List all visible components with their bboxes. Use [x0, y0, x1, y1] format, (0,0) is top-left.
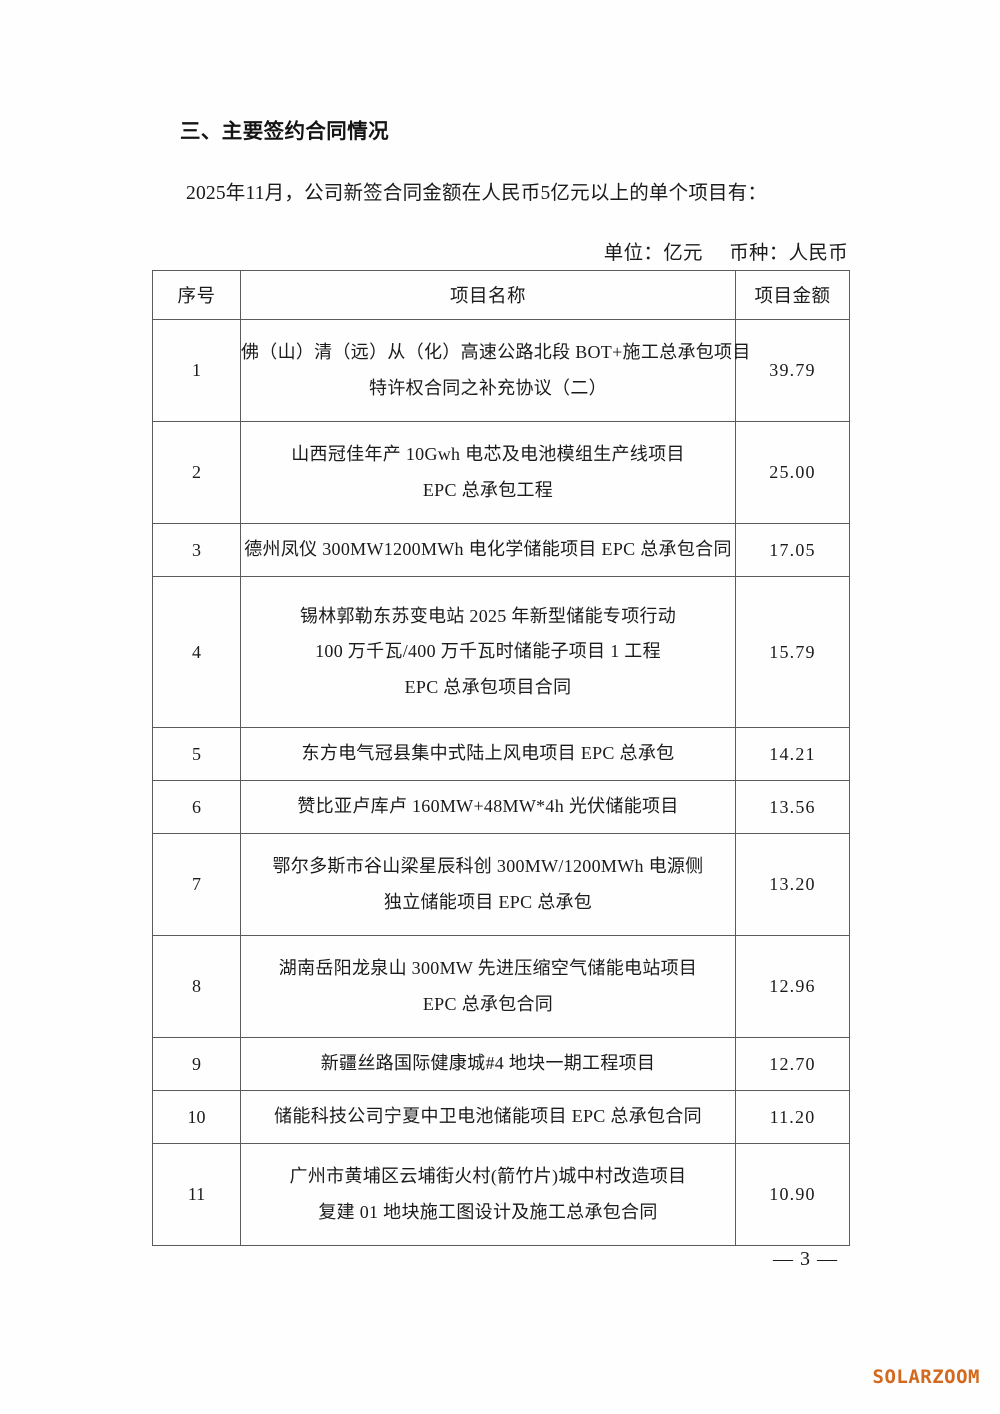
project-name-cell: 储能科技公司宁夏中卫电池储能项目 EPC 总承包合同: [240, 1090, 736, 1144]
table-row: 1 佛（山）清（远）从（化）高速公路北段 BOT+施工总承包项目特许权合同之补充协…: [152, 319, 850, 422]
project-amount-cell: 13.20: [735, 833, 850, 936]
table-row: 3 德州凤仪 300MW1200MWh 电化学储能项目 EPC 总承包合同 17.0…: [152, 523, 850, 577]
column-header-no: 序号: [152, 270, 241, 320]
project-name-line: EPC 总承包项目合同: [404, 676, 572, 697]
project-name-line: 佛（山）清（远）从（化）高速公路北段 BOT+施工总承包项目: [241, 342, 751, 363]
project-amount-cell: 14.21: [735, 727, 850, 781]
project-name-line: 东方电气冠县集中式陆上风电项目 EPC 总承包: [301, 743, 675, 764]
project-name-cell: 佛（山）清（远）从（化）高速公路北段 BOT+施工总承包项目特许权合同之补充协议…: [240, 319, 751, 422]
project-name-cell: 广州市黄埔区云埔街火村(箭竹片)城中村改造项目 复建 01 地块施工图设计及施工总…: [240, 1143, 736, 1246]
table-body: 1 佛（山）清（远）从（化）高速公路北段 BOT+施工总承包项目特许权合同之补充协…: [152, 319, 850, 1246]
table-row: 10 储能科技公司宁夏中卫电池储能项目 EPC 总承包合同 11.20: [152, 1090, 850, 1144]
row-index-cell: 5: [152, 727, 241, 781]
project-amount-cell: 12.70: [735, 1037, 850, 1091]
project-amount-cell: 15.79: [735, 576, 850, 728]
project-amount-cell: 17.05: [735, 523, 850, 577]
project-name-cell: 湖南岳阳龙泉山 300MW 先进压缩空气储能电站项目 EPC 总承包合同: [240, 935, 736, 1038]
project-amount-cell: 11.20: [735, 1090, 850, 1144]
project-name-cell: 东方电气冠县集中式陆上风电项目 EPC 总承包: [240, 727, 736, 781]
project-amount-cell: 39.79: [735, 319, 850, 422]
project-name-line: 特许权合同之补充协议（二）: [369, 377, 607, 398]
project-name-line: 湖南岳阳龙泉山 300MW 先进压缩空气储能电站项目: [278, 958, 698, 979]
column-header-amount: 项目金额: [735, 270, 850, 320]
project-amount-cell: 25.00: [735, 421, 850, 524]
row-index-cell: 10: [152, 1090, 241, 1144]
currency-label: 币种：人民币: [729, 243, 848, 264]
contract-table-container: 序号 项目名称 项目金额 1 佛（山）清（远）从（化）高速公路北段 BOT+施工总…: [152, 270, 850, 1246]
unit-currency-note: 单位：亿元 币种：人民币: [604, 236, 848, 265]
row-index-cell: 3: [152, 523, 241, 577]
page-number: — 3 —: [773, 1248, 838, 1270]
table-row: 6 赞比亚卢库卢 160MW+48MW*4h 光伏储能项目 13.56: [152, 780, 850, 834]
intro-paragraph: 2025年11月，公司新签合同金额在人民币5亿元以上的单个项目有：: [186, 183, 768, 204]
project-name-cell: 赞比亚卢库卢 160MW+48MW*4h 光伏储能项目: [240, 780, 736, 834]
project-name-line: 德州凤仪 300MW1200MWh 电化学储能项目 EPC 总承包合同: [244, 539, 732, 560]
row-index-cell: 8: [152, 935, 241, 1038]
project-name-line: 复建 01 地块施工图设计及施工总承包合同: [318, 1201, 658, 1222]
section-heading: 三、主要签约合同情况: [180, 121, 389, 143]
row-index-cell: 4: [152, 576, 241, 728]
table-row: 2 山西冠佳年产 10Gwh 电芯及电池模组生产线项目 EPC 总承包工程 25.00: [152, 421, 850, 524]
project-name-line: EPC 总承包工程: [422, 479, 554, 500]
project-name-cell: 鄂尔多斯市谷山梁星辰科创 300MW/1200MWh 电源侧 独立储能项目 EPC…: [240, 833, 736, 936]
project-amount-cell: 10.90: [735, 1143, 850, 1246]
table-header: 序号 项目名称 项目金额: [152, 270, 850, 320]
project-name-cell: 德州凤仪 300MW1200MWh 电化学储能项目 EPC 总承包合同: [240, 523, 736, 577]
project-name-line: 赞比亚卢库卢 160MW+48MW*4h 光伏储能项目: [297, 796, 679, 817]
project-name-line: 广州市黄埔区云埔街火村(箭竹片)城中村改造项目: [289, 1166, 687, 1187]
table-row: 4 锡林郭勒东苏变电站 2025 年新型储能专项行动 100 万千瓦/400 万千瓦…: [152, 576, 850, 728]
project-name-line: 独立储能项目 EPC 总承包: [383, 891, 593, 912]
table-row: 7 鄂尔多斯市谷山梁星辰科创 300MW/1200MWh 电源侧 独立储能项目 EP…: [152, 833, 850, 936]
table-row: 9 新疆丝路国际健康城#4 地块一期工程项目 12.70: [152, 1037, 850, 1091]
watermark-solarzoom: SOLARZOOM: [872, 1366, 980, 1388]
project-name-line: 新疆丝路国际健康城#4 地块一期工程项目: [320, 1053, 656, 1074]
project-name-line: 100 万千瓦/400 万千瓦时储能子项目 1 工程: [315, 641, 661, 662]
table-row: 8 湖南岳阳龙泉山 300MW 先进压缩空气储能电站项目 EPC 总承包合同 12.9…: [152, 935, 850, 1038]
row-index-cell: 6: [152, 780, 241, 834]
row-index-cell: 11: [152, 1143, 241, 1246]
table-row: 5 东方电气冠县集中式陆上风电项目 EPC 总承包 14.21: [152, 727, 850, 781]
table-row: 11 广州市黄埔区云埔街火村(箭竹片)城中村改造项目 复建 01 地块施工图设计及施…: [152, 1143, 850, 1246]
project-name-line: 储能科技公司宁夏中卫电池储能项目 EPC 总承包合同: [274, 1106, 702, 1127]
project-name-cell: 锡林郭勒东苏变电站 2025 年新型储能专项行动 100 万千瓦/400 万千瓦时…: [240, 576, 736, 728]
row-index-cell: 2: [152, 421, 241, 524]
row-index-cell: 9: [152, 1037, 241, 1091]
table-header-row: 序号 项目名称 项目金额: [152, 270, 850, 320]
row-index-cell: 1: [152, 319, 241, 422]
row-index-cell: 7: [152, 833, 241, 936]
project-amount-cell: 13.56: [735, 780, 850, 834]
column-header-name: 项目名称: [240, 270, 736, 320]
project-name-cell: 山西冠佳年产 10Gwh 电芯及电池模组生产线项目 EPC 总承包工程: [240, 421, 736, 524]
unit-label: 单位：亿元: [603, 243, 703, 264]
project-name-cell: 新疆丝路国际健康城#4 地块一期工程项目: [240, 1037, 736, 1091]
project-name-line: 山西冠佳年产 10Gwh 电芯及电池模组生产线项目: [291, 444, 685, 465]
project-name-line: 锡林郭勒东苏变电站 2025 年新型储能专项行动: [299, 606, 677, 627]
project-name-line: EPC 总承包合同: [422, 993, 554, 1014]
project-amount-cell: 12.96: [735, 935, 850, 1038]
project-name-line: 鄂尔多斯市谷山梁星辰科创 300MW/1200MWh 电源侧: [272, 856, 704, 877]
contract-table: 序号 项目名称 项目金额 1 佛（山）清（远）从（化）高速公路北段 BOT+施工总…: [152, 270, 850, 1246]
